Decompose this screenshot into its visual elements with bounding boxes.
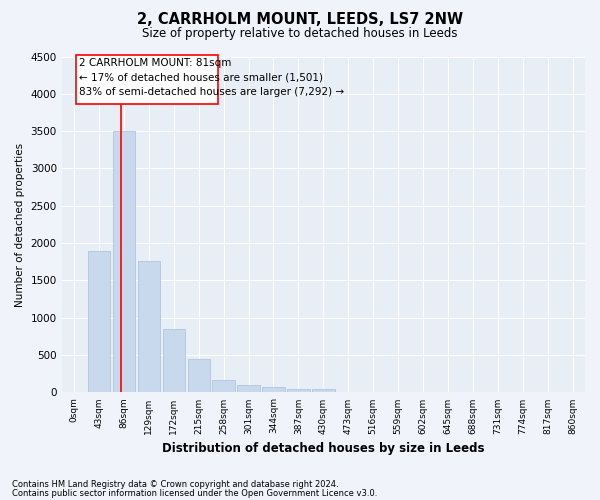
Bar <box>287 388 310 392</box>
Text: Contains public sector information licensed under the Open Government Licence v3: Contains public sector information licen… <box>12 489 377 498</box>
Y-axis label: Number of detached properties: Number of detached properties <box>15 142 25 306</box>
Text: Contains HM Land Registry data © Crown copyright and database right 2024.: Contains HM Land Registry data © Crown c… <box>12 480 338 489</box>
Text: Size of property relative to detached houses in Leeds: Size of property relative to detached ho… <box>142 28 458 40</box>
X-axis label: Distribution of detached houses by size in Leeds: Distribution of detached houses by size … <box>162 442 485 455</box>
Bar <box>238 385 260 392</box>
Text: 2 CARRHOLM MOUNT: 81sqm: 2 CARRHOLM MOUNT: 81sqm <box>79 58 231 68</box>
FancyBboxPatch shape <box>76 55 218 104</box>
Bar <box>212 380 235 392</box>
Bar <box>188 359 210 392</box>
Bar <box>312 390 335 392</box>
Bar <box>262 387 285 392</box>
Text: ← 17% of detached houses are smaller (1,501): ← 17% of detached houses are smaller (1,… <box>79 73 323 83</box>
Bar <box>88 250 110 392</box>
Bar <box>163 328 185 392</box>
Bar <box>113 131 135 392</box>
Bar <box>137 261 160 392</box>
Text: 83% of semi-detached houses are larger (7,292) →: 83% of semi-detached houses are larger (… <box>79 87 344 97</box>
Text: 2, CARRHOLM MOUNT, LEEDS, LS7 2NW: 2, CARRHOLM MOUNT, LEEDS, LS7 2NW <box>137 12 463 28</box>
